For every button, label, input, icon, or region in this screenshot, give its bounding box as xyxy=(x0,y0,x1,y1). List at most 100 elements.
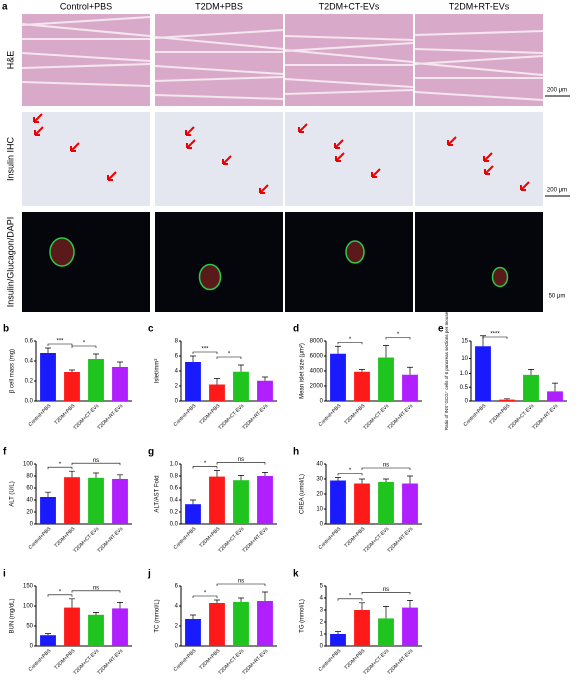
error-bar xyxy=(117,361,123,367)
error-bar xyxy=(45,347,51,353)
bar xyxy=(402,483,418,524)
arrow xyxy=(335,152,345,162)
bar xyxy=(330,480,346,524)
error-bar xyxy=(93,353,99,359)
arrow xyxy=(185,126,195,136)
arrow xyxy=(371,168,381,178)
y-tick-label: 10 xyxy=(316,507,323,513)
tissue-line xyxy=(284,42,414,52)
tissue-line xyxy=(414,62,544,76)
y-tick-label: 8 xyxy=(175,339,179,345)
panel-letter: k xyxy=(293,569,299,580)
significance-bracket xyxy=(192,351,218,354)
y-tick-label: 100 xyxy=(23,462,34,468)
error-bar xyxy=(335,477,341,481)
y-tick-label: 1 xyxy=(320,632,324,638)
error-bar xyxy=(407,600,413,608)
y-tick-label: 0.8 xyxy=(170,474,179,480)
row-label: H&E xyxy=(5,51,15,70)
y-axis-label: TC (mmol/L) xyxy=(155,599,161,632)
tissue-line xyxy=(284,35,414,41)
x-tick-label: Control+PBS xyxy=(28,648,53,673)
bar xyxy=(64,607,80,646)
significance-label: ns xyxy=(383,587,389,593)
islet xyxy=(49,237,75,267)
bar xyxy=(402,607,418,646)
tissue-line xyxy=(414,48,544,54)
bar xyxy=(378,357,394,401)
significance-bracket xyxy=(71,590,121,593)
significance-label: * xyxy=(397,332,400,338)
significance-label: * xyxy=(349,337,352,343)
y-tick-label: 0.6 xyxy=(170,486,179,492)
significance-label: ns xyxy=(238,579,244,585)
bar xyxy=(233,480,249,524)
bar xyxy=(112,367,128,401)
significance-label: * xyxy=(349,468,352,474)
y-tick-label: 6 xyxy=(175,584,179,590)
arrow xyxy=(107,171,117,181)
y-tick-label: 0 xyxy=(320,522,324,528)
error-bar xyxy=(93,612,99,615)
panel-letter: b xyxy=(3,324,9,335)
error-bar xyxy=(214,599,220,603)
bar xyxy=(378,618,394,646)
y-tick-label: 0.4 xyxy=(170,498,179,504)
micrograph xyxy=(415,112,543,206)
error-bar xyxy=(359,602,365,610)
x-tick-label: Control+PBS xyxy=(28,403,53,428)
micrograph xyxy=(22,212,150,312)
bar xyxy=(402,374,418,401)
islet xyxy=(198,263,222,291)
significance-bracket xyxy=(71,345,97,348)
tissue-line xyxy=(154,76,284,82)
error-bar xyxy=(93,472,99,478)
x-tick-label: T2DM+PBS xyxy=(53,526,76,549)
arrow xyxy=(483,152,493,162)
bar xyxy=(257,476,273,524)
error-bar xyxy=(69,598,75,608)
significance-bracket xyxy=(71,462,121,466)
y-tick-label: 0 xyxy=(30,644,34,650)
x-tick-label: T2DM+RT-EVs xyxy=(386,403,414,431)
y-tick-label: 0.5 xyxy=(460,385,469,391)
tissue-line xyxy=(414,91,544,101)
y-tick-label: 3 xyxy=(320,608,324,614)
x-tick-label: T2DM+RT-EVs xyxy=(386,648,414,676)
bar xyxy=(40,635,56,646)
x-tick-label: Control+PBS xyxy=(318,526,343,551)
tissue-line xyxy=(154,29,284,39)
y-tick-label: 30 xyxy=(316,477,323,483)
micrograph xyxy=(155,212,283,312)
significance-label: * xyxy=(59,589,62,595)
error-bar xyxy=(528,369,534,375)
bar xyxy=(523,374,539,401)
x-tick-label: Control+PBS xyxy=(318,648,343,673)
x-tick-label: T2DM+RT-EVs xyxy=(96,403,124,431)
significance-label: ns xyxy=(383,463,389,469)
y-tick-label: 1.0 xyxy=(460,371,469,377)
y-tick-label: 80 xyxy=(26,474,33,480)
x-tick-label: T2DM+PBS xyxy=(198,648,221,671)
error-bar xyxy=(69,369,75,372)
micrograph xyxy=(285,112,413,206)
bar xyxy=(88,614,104,646)
y-tick-label: 0.2 xyxy=(170,510,179,516)
significance-label: * xyxy=(228,352,231,358)
bar xyxy=(330,634,346,646)
y-axis-label: Ratio of INS⁺GCG⁺ cells of 6 pancreas se… xyxy=(444,311,449,430)
x-tick-label: T2DM+PBS xyxy=(198,526,221,549)
arrow xyxy=(484,165,494,175)
significance-label: * xyxy=(83,341,86,347)
y-axis-label: BUN (mg/dL) xyxy=(10,598,16,633)
bar xyxy=(88,359,104,401)
arrow xyxy=(447,136,457,146)
bar xyxy=(185,619,201,646)
x-tick-label: T2DM+RT-EVs xyxy=(241,526,269,554)
bar xyxy=(475,346,491,401)
tissue-line xyxy=(414,55,544,65)
x-tick-label: Control+PBS xyxy=(28,526,53,551)
error-bar xyxy=(117,474,123,479)
bar xyxy=(354,483,370,524)
